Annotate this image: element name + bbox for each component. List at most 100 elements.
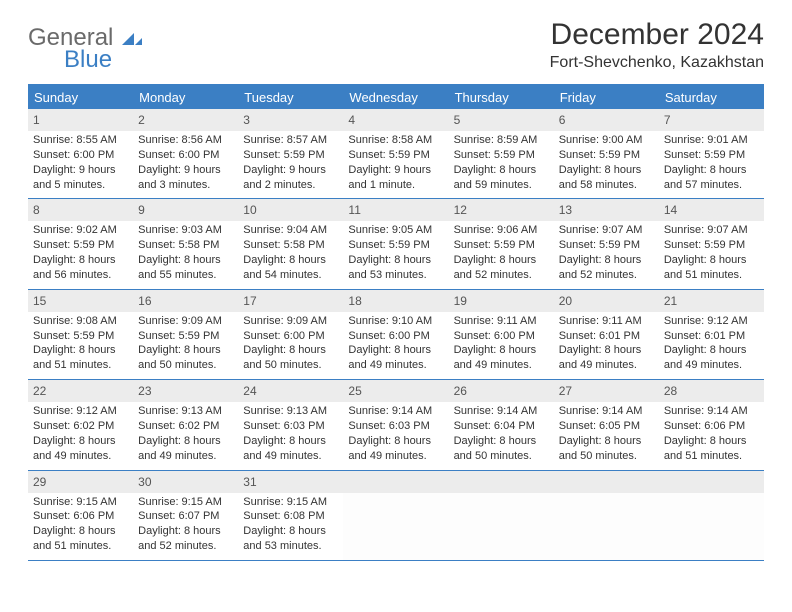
- day-number-row: 25: [343, 380, 448, 402]
- daylight-line: Daylight: 8 hours and 52 minutes.: [138, 524, 233, 554]
- sunrise-line: Sunrise: 9:14 AM: [348, 404, 443, 419]
- day-number: 24: [243, 384, 256, 398]
- day-number-row: 27: [554, 380, 659, 402]
- daylight-line: Daylight: 8 hours and 49 minutes.: [33, 434, 128, 464]
- sunset-line: Sunset: 6:06 PM: [664, 419, 759, 434]
- day-number: 28: [664, 384, 677, 398]
- daylight-line: Daylight: 8 hours and 50 minutes.: [559, 434, 654, 464]
- day-number-row: 26: [449, 380, 554, 402]
- sunrise-line: Sunrise: 9:11 AM: [454, 314, 549, 329]
- day-info: Sunrise: 9:08 AMSunset: 5:59 PMDaylight:…: [33, 314, 128, 373]
- day-info: Sunrise: 9:00 AMSunset: 5:59 PMDaylight:…: [559, 133, 654, 192]
- sunrise-line: Sunrise: 9:13 AM: [243, 404, 338, 419]
- sunrise-line: Sunrise: 9:07 AM: [664, 223, 759, 238]
- day-cell: 26 Sunrise: 9:14 AMSunset: 6:04 PMDayligh…: [449, 380, 554, 469]
- day-number-row: 15: [28, 290, 133, 312]
- sunrise-line: Sunrise: 9:14 AM: [454, 404, 549, 419]
- brand-word-2: Blue: [64, 46, 142, 74]
- day-cell: 23Sunrise: 9:13 AMSunset: 6:02 PMDayligh…: [133, 380, 238, 469]
- sunrise-line: Sunrise: 9:01 AM: [664, 133, 759, 148]
- day-info: Sunrise: 9:09 AMSunset: 6:00 PMDaylight:…: [243, 314, 338, 373]
- daylight-line: Daylight: 9 hours and 3 minutes.: [138, 163, 233, 193]
- day-number-row: 24: [238, 380, 343, 402]
- day-number-row: 9: [133, 199, 238, 221]
- sunset-line: Sunset: 6:00 PM: [138, 148, 233, 163]
- day-number-row: [343, 471, 448, 493]
- calendar: SundayMondayTuesdayWednesdayThursdayFrid…: [28, 84, 764, 561]
- day-cell: 21Sunrise: 9:12 AMSunset: 6:01 PMDayligh…: [659, 290, 764, 379]
- day-cell: 28Sunrise: 9:14 AMSunset: 6:06 PMDayligh…: [659, 380, 764, 469]
- day-number-row: 6: [554, 109, 659, 131]
- day-info: Sunrise: 9:09 AMSunset: 5:59 PMDaylight:…: [138, 314, 233, 373]
- day-number-row: [554, 471, 659, 493]
- day-info: Sunrise: 9:13 AMSunset: 6:03 PMDaylight:…: [243, 404, 338, 463]
- sunset-line: Sunset: 6:04 PM: [454, 419, 549, 434]
- day-number: 14: [664, 203, 677, 217]
- sunrise-line: Sunrise: 9:06 AM: [454, 223, 549, 238]
- daylight-line: Daylight: 8 hours and 54 minutes.: [243, 253, 338, 283]
- day-number: 8: [33, 203, 40, 217]
- daylight-line: Daylight: 8 hours and 49 minutes.: [454, 343, 549, 373]
- sunset-line: Sunset: 5:59 PM: [348, 238, 443, 253]
- sunset-line: Sunset: 6:03 PM: [243, 419, 338, 434]
- brand-logo: General Blue: [28, 24, 142, 74]
- sunset-line: Sunset: 6:05 PM: [559, 419, 654, 434]
- day-number: 20: [559, 294, 572, 308]
- day-number: 2: [138, 113, 145, 127]
- day-cell: [554, 471, 659, 560]
- day-number: 26: [454, 384, 467, 398]
- daylight-line: Daylight: 8 hours and 53 minutes.: [243, 524, 338, 554]
- sunset-line: Sunset: 6:00 PM: [454, 329, 549, 344]
- sunset-line: Sunset: 6:02 PM: [138, 419, 233, 434]
- day-number-row: 17: [238, 290, 343, 312]
- sunrise-line: Sunrise: 9:14 AM: [664, 404, 759, 419]
- day-number: 10: [243, 203, 256, 217]
- day-cell: 17Sunrise: 9:09 AMSunset: 6:00 PMDayligh…: [238, 290, 343, 379]
- sunset-line: Sunset: 5:59 PM: [138, 329, 233, 344]
- sunset-line: Sunset: 6:01 PM: [559, 329, 654, 344]
- daylight-line: Daylight: 8 hours and 50 minutes.: [454, 434, 549, 464]
- day-info: Sunrise: 9:07 AMSunset: 5:59 PMDaylight:…: [664, 223, 759, 282]
- day-cell: 25Sunrise: 9:14 AMSunset: 6:03 PMDayligh…: [343, 380, 448, 469]
- day-number-row: 23: [133, 380, 238, 402]
- sunrise-line: Sunrise: 9:00 AM: [559, 133, 654, 148]
- day-cell: 6Sunrise: 9:00 AMSunset: 5:59 PMDaylight…: [554, 109, 659, 198]
- sunset-line: Sunset: 5:58 PM: [243, 238, 338, 253]
- day-info: Sunrise: 9:01 AMSunset: 5:59 PMDaylight:…: [664, 133, 759, 192]
- day-cell: 24 Sunrise: 9:13 AMSunset: 6:03 PMDayligh…: [238, 380, 343, 469]
- day-cell: [449, 471, 554, 560]
- weekday-header: Friday: [554, 86, 659, 109]
- weekday-header: Tuesday: [238, 86, 343, 109]
- daylight-line: Daylight: 8 hours and 52 minutes.: [559, 253, 654, 283]
- day-cell: 22Sunrise: 9:12 AMSunset: 6:02 PMDayligh…: [28, 380, 133, 469]
- sunset-line: Sunset: 6:00 PM: [243, 329, 338, 344]
- day-cell: 7 Sunrise: 9:01 AMSunset: 5:59 PMDaylight…: [659, 109, 764, 198]
- sunrise-line: Sunrise: 8:55 AM: [33, 133, 128, 148]
- sunrise-line: Sunrise: 9:14 AM: [559, 404, 654, 419]
- sunrise-line: Sunrise: 9:03 AM: [138, 223, 233, 238]
- day-number: 30: [138, 475, 151, 489]
- day-number: 27: [559, 384, 572, 398]
- sunrise-line: Sunrise: 9:10 AM: [348, 314, 443, 329]
- day-number: 7: [664, 113, 671, 127]
- daylight-line: Daylight: 8 hours and 55 minutes.: [138, 253, 233, 283]
- day-info: Sunrise: 8:56 AMSunset: 6:00 PMDaylight:…: [138, 133, 233, 192]
- weekday-header: Monday: [133, 86, 238, 109]
- day-number: 4: [348, 113, 355, 127]
- sunset-line: Sunset: 6:07 PM: [138, 509, 233, 524]
- sunset-line: Sunset: 5:59 PM: [454, 148, 549, 163]
- sail-icon: [122, 29, 142, 45]
- day-number: 31: [243, 475, 256, 489]
- sunset-line: Sunset: 6:02 PM: [33, 419, 128, 434]
- daylight-line: Daylight: 8 hours and 49 minutes.: [348, 434, 443, 464]
- day-info: Sunrise: 9:15 AMSunset: 6:07 PMDaylight:…: [138, 495, 233, 554]
- day-number-row: 4: [343, 109, 448, 131]
- sunset-line: Sunset: 5:59 PM: [33, 329, 128, 344]
- week-row: 29Sunrise: 9:15 AMSunset: 6:06 PMDayligh…: [28, 471, 764, 561]
- day-number: 18: [348, 294, 361, 308]
- sunrise-line: Sunrise: 9:04 AM: [243, 223, 338, 238]
- day-cell: 19Sunrise: 9:11 AMSunset: 6:00 PMDayligh…: [449, 290, 554, 379]
- daylight-line: Daylight: 8 hours and 56 minutes.: [33, 253, 128, 283]
- day-info: Sunrise: 9:14 AMSunset: 6:03 PMDaylight:…: [348, 404, 443, 463]
- day-number-row: 13: [554, 199, 659, 221]
